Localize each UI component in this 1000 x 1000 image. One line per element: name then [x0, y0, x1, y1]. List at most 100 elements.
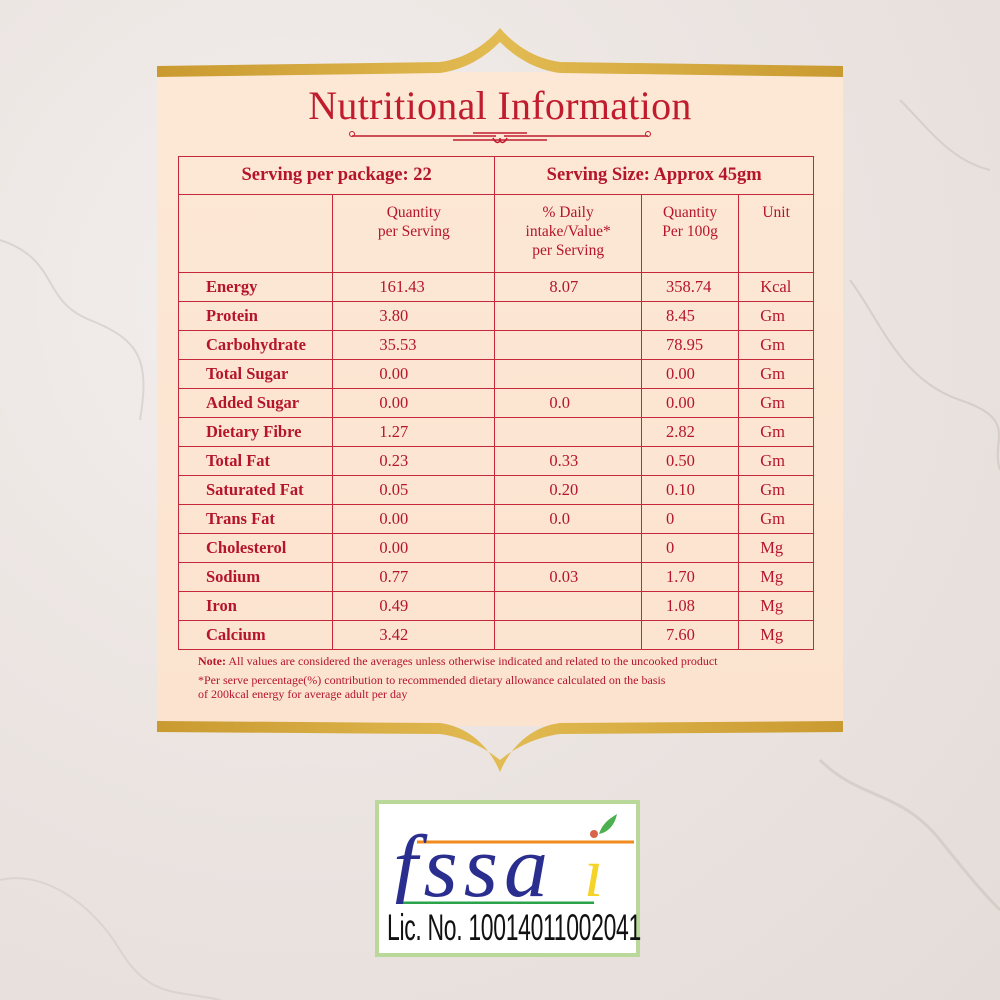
quantity-per-100g: 1.08: [640, 591, 740, 621]
column-header: Quantity Per 100g: [640, 194, 740, 273]
quantity-per-100g: 0: [640, 533, 740, 563]
unit: Gm: [738, 475, 814, 505]
quantity-per-100g: 0.50: [640, 446, 740, 476]
table-row: Saturated Fat 0.05 0.20 0.10 Gm: [177, 475, 814, 505]
quantity-per-100g: 2.82: [640, 417, 740, 447]
column-header-row: Quantity per Serving % Daily intake/Value* p…: [177, 194, 814, 273]
daily-value-percent: 0.0: [494, 388, 642, 418]
nutrition-table: Serving per package: 22 Serving Size: Ap…: [177, 156, 814, 650]
unit: Gm: [738, 301, 814, 331]
nutrient-name: Iron: [177, 591, 334, 621]
table-row: Added Sugar 0.00 0.0 0.00 Gm: [177, 388, 814, 418]
serving-header-row: Serving per package: 22 Serving Size: Ap…: [177, 156, 814, 195]
fssai-badge: fssa ı Lic. No. 10014011002041: [375, 800, 641, 957]
daily-value-percent: 8.07: [494, 272, 642, 302]
quantity-per-serving: 35.53: [332, 330, 496, 360]
quantity-per-serving: 1.27: [332, 417, 496, 447]
quantity-per-100g: 7.60: [640, 620, 740, 650]
unit: Gm: [738, 388, 814, 418]
column-header-line: Quantity: [386, 204, 441, 221]
table-row: Trans Fat 0.00 0.0 0 Gm: [177, 504, 814, 534]
column-header-line: Unit: [762, 204, 790, 221]
column-header-line: per Serving: [532, 242, 605, 259]
table-row: Protein 3.80 8.45 Gm: [177, 301, 814, 331]
daily-value-percent: 0.20: [494, 475, 642, 505]
daily-value-percent: 0.03: [494, 562, 642, 592]
quantity-per-serving: 0.00: [332, 533, 496, 563]
table-row: Total Sugar 0.00 0.00 Gm: [177, 359, 814, 389]
quantity-per-100g: 8.45: [640, 301, 740, 331]
quantity-per-serving: 0.00: [332, 388, 496, 418]
nutrient-name: Protein: [177, 301, 334, 331]
column-header-line: intake/Value*: [525, 223, 611, 240]
footnote-line-1: *Per serve percentage(%) contribution to…: [198, 672, 666, 687]
column-header: [177, 194, 334, 273]
table-row: Total Fat 0.23 0.33 0.50 Gm: [177, 446, 814, 476]
license-number: Lic. No. 10014011002041: [387, 907, 641, 948]
unit: Gm: [738, 359, 814, 389]
quantity-per-serving: 161.43: [332, 272, 496, 302]
unit: Gm: [738, 417, 814, 447]
svg-text:fssa: fssa: [393, 819, 554, 904]
daily-value-percent: 0.33: [494, 446, 642, 476]
unit: Kcal: [738, 272, 814, 302]
daily-value-percent: [494, 591, 642, 621]
daily-value-percent: [494, 301, 642, 331]
quantity-per-serving: 0.77: [332, 562, 496, 592]
unit: Mg: [738, 562, 814, 592]
daily-value-percent: [494, 533, 642, 563]
note-line: Note: All values are considered the aver…: [198, 654, 717, 669]
quantity-per-serving: 3.80: [332, 301, 496, 331]
nutrient-name: Trans Fat: [177, 504, 334, 534]
quantity-per-100g: 1.70: [640, 562, 740, 592]
table-row: Dietary Fibre 1.27 2.82 Gm: [177, 417, 814, 447]
unit: Gm: [738, 446, 814, 476]
quantity-per-100g: 0.00: [640, 359, 740, 389]
nutrient-name: Total Sugar: [177, 359, 334, 389]
column-header: Quantity per Serving: [332, 194, 496, 273]
column-header-line: per Serving: [377, 223, 450, 240]
daily-value-percent: [494, 330, 642, 360]
quantity-per-serving: 0.00: [332, 504, 496, 534]
quantity-per-100g: 0.10: [640, 475, 740, 505]
unit: Mg: [738, 620, 814, 650]
column-header: % Daily intake/Value* per Serving: [494, 194, 642, 273]
nutrient-name: Dietary Fibre: [177, 417, 334, 447]
quantity-per-100g: 0: [640, 504, 740, 534]
quantity-per-serving: 3.42: [332, 620, 496, 650]
note-text: All values are considered the averages u…: [225, 654, 718, 668]
nutrient-name: Added Sugar: [177, 388, 334, 418]
daily-value-percent: 0.0: [494, 504, 642, 534]
note-label: Note:: [198, 654, 226, 668]
table-row: Cholesterol 0.00 0 Mg: [177, 533, 814, 563]
quantity-per-100g: 78.95: [640, 330, 740, 360]
daily-value-percent: [494, 417, 642, 447]
column-header: Unit: [738, 194, 814, 273]
nutrient-name: Carbohydrate: [177, 330, 334, 360]
nutrient-name: Sodium: [177, 562, 334, 592]
daily-value-percent: [494, 620, 642, 650]
nutrient-name: Total Fat: [177, 446, 334, 476]
nutrient-name: Energy: [177, 272, 334, 302]
page-title: Nutritional Information: [308, 83, 692, 128]
footnote-line-2: of 200kcal energy for average adult per …: [198, 687, 408, 701]
nutrient-name: Calcium: [177, 620, 334, 650]
fssai-logo: fssa ı: [393, 814, 634, 904]
column-header-line: Quantity: [662, 204, 718, 221]
nutrient-name: Saturated Fat: [177, 475, 334, 505]
table-row: Sodium 0.77 0.03 1.70 Mg: [177, 562, 814, 592]
serving-per-package: Serving per package: 22: [177, 156, 496, 195]
quantity-per-serving: 0.49: [332, 591, 496, 621]
quantity-per-100g: 0.00: [640, 388, 740, 418]
daily-value-percent: [494, 359, 642, 389]
column-header-line: % Daily: [542, 204, 594, 221]
quantity-per-serving: 0.00: [332, 359, 496, 389]
unit: Gm: [738, 330, 814, 360]
table-row: Energy 161.43 8.07 358.74 Kcal: [177, 272, 814, 302]
quantity-per-100g: 358.74: [640, 272, 740, 302]
unit: Mg: [738, 591, 814, 621]
table-row: Calcium 3.42 7.60 Mg: [177, 620, 814, 650]
quantity-per-serving: 0.23: [332, 446, 496, 476]
table-row: Iron 0.49 1.08 Mg: [177, 591, 814, 621]
